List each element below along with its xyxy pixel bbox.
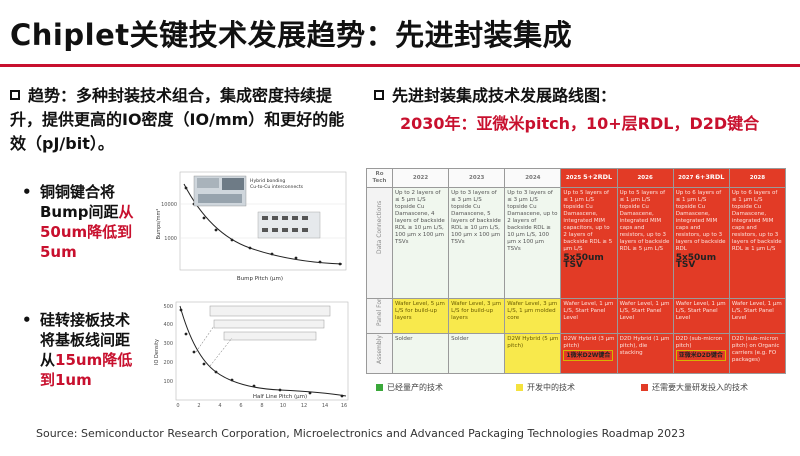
d2d-note: 亚微米D2D键合 xyxy=(675,349,726,361)
chart2-xtick-4: 8 xyxy=(260,403,263,409)
year-2026: 2026 xyxy=(616,167,674,189)
roadmap-cell: Wafer Level, 1 µm L/S, Start Panel Level xyxy=(728,298,787,334)
roadmap-cell: D2D (sub-micron pitch) 亚微米D2D键合 xyxy=(672,332,730,375)
roadmap-cell: Wafer Level, 1 µm L/S, Start Panel Level xyxy=(616,298,674,334)
roadmap-cell: Up to 6 layers of ≤ 1 µm L/S topside Cu … xyxy=(672,187,730,300)
year-2028: 2028 xyxy=(728,167,787,189)
bump-pitch-highlight: 从50um降低到5um xyxy=(40,203,134,261)
chart2-xtick-8: 16 xyxy=(341,403,347,409)
chart1-legend: Hybrid bonding Cu-to-Cu interconnects xyxy=(250,178,304,190)
legend-item-development: 开发中的技术 xyxy=(516,382,575,393)
trend-paragraph: 趋势：多种封装技术组合，集成密度持续提升，提供更高的IO密度（IO/mm）和更好… xyxy=(10,84,355,156)
roadmap-2030-goal: 2030年：亚微米pitch，10+层RDL，D2D键合 xyxy=(400,114,760,133)
line-pitch-highlight: 15um降低到1um xyxy=(40,351,133,389)
roadmap-cell: Wafer Level, 1 µm L/S, Start Panel Level xyxy=(560,298,618,334)
chart2-xtick-6: 12 xyxy=(301,403,307,409)
roadmap-cell: Up to 5 layers of ≤ 1 µm L/S topside Cu … xyxy=(560,187,618,300)
legend-item-production: 已经量产的技术 xyxy=(376,382,443,393)
chart1-ytick-1: 1000 xyxy=(164,236,177,242)
roadmap-table: Ro Tech 2022 2023 2024 2025 5+2RDL 2026 2… xyxy=(366,167,787,375)
year-2023: 2023 xyxy=(448,167,506,189)
chart2-ytick-3: 200 xyxy=(163,360,173,366)
roadmap-heading: 先进封装集成技术发展路线图： xyxy=(374,84,616,108)
roadmap-row-assembly: Assembly Solder Solder D2W Hybrid (5 µm … xyxy=(366,332,787,375)
hybrid-bonding-label: • 铜铜键合将Bump间距从50um降低到5um xyxy=(22,183,134,261)
chart1-ytick-0: 10000 xyxy=(161,202,177,208)
roadmap-cell: Solder xyxy=(448,332,506,375)
bullet-dot-icon: • xyxy=(22,183,32,201)
chart2-xtick-3: 6 xyxy=(239,403,242,409)
roadmap-cell: Up to 2 layers of ≤ 5 µm L/S topside Cu … xyxy=(391,187,450,300)
title-divider xyxy=(0,64,800,67)
chart2-xlabel: Half Line Pitch (µm) xyxy=(253,394,307,400)
row-label-panel-format: Panel Format xyxy=(366,298,393,334)
legend-swatch xyxy=(376,384,383,391)
year-2022: 2022 xyxy=(391,167,450,189)
roadmap-cell: Solder xyxy=(391,332,450,375)
row-label-assembly: Assembly xyxy=(366,332,393,375)
roadmap-cell: Wafer Level, 1 µm L/S, Start Panel Level xyxy=(672,298,730,334)
tsv-note-2027: 5x50um TSV xyxy=(675,253,717,271)
legend-swatch xyxy=(641,384,648,391)
chart1-xlabel: Bump Pitch (µm) xyxy=(237,276,283,282)
chart2-ylabel: IO Density xyxy=(154,339,160,365)
trend-text: 趋势：多种封装技术组合，集成密度持续提升，提供更高的IO密度（IO/mm）和更好… xyxy=(10,86,345,153)
chart2-xtick-1: 2 xyxy=(197,403,200,409)
roadmap-cell: Up to 6 layers of ≤ 1 µm L/S topside Cu … xyxy=(728,187,787,300)
chart2-ytick-1: 400 xyxy=(163,322,173,328)
chart1-ylabel: Bumps/mm² xyxy=(156,209,162,240)
d2w-note: 1微米D2W键合 xyxy=(563,349,614,361)
bullet-dot-icon: • xyxy=(22,311,32,329)
chart2-ytick-0: 500 xyxy=(163,304,173,310)
chart2-ytick-4: 100 xyxy=(163,379,173,385)
square-bullet-icon xyxy=(10,90,20,100)
chart2-xtick-2: 4 xyxy=(218,403,221,409)
year-2024: 2024 xyxy=(504,167,562,189)
roadmap-cell: D2D (sub-micron pitch) on Organic carrie… xyxy=(728,332,787,375)
line-pitch-chart: 500 400 300 200 100 0 2 4 6 8 10 12 14 1… xyxy=(150,296,354,416)
roadmap-row-data-connections: Data Connections Up to 2 layers of ≤ 5 µ… xyxy=(366,187,787,300)
roadmap-corner: Ro Tech xyxy=(366,167,393,189)
chart2-xtick-0: 0 xyxy=(176,403,179,409)
roadmap-cell: Wafer Level, 3 µm L/S, 1 µm molded core xyxy=(504,298,562,334)
chart2-xtick-7: 14 xyxy=(322,403,328,409)
legend-swatch xyxy=(516,384,523,391)
roadmap-cell: Up to 3 layers of ≤ 3 µm L/S topside Cu … xyxy=(448,187,506,300)
roadmap-cell: D2D Hybrid (1 µm pitch), die stacking xyxy=(616,332,674,375)
roadmap-header-row: Ro Tech 2022 2023 2024 2025 5+2RDL 2026 2… xyxy=(366,167,787,189)
legend-item-research: 还需要大量研发投入的技术 xyxy=(641,382,748,393)
roadmap-cell: Wafer Level, 3 µm L/S for build-up layer… xyxy=(448,298,506,334)
square-bullet-icon xyxy=(374,90,384,100)
bump-pitch-chart: 10000 1000 Hybrid bonding Cu-to-Cu interc… xyxy=(150,164,354,286)
row-label-data-connections: Data Connections xyxy=(366,187,393,300)
roadmap-cell: D2W Hybrid (5 µm pitch) xyxy=(504,332,562,375)
roadmap-legend: 已经量产的技术 开发中的技术 还需要大量研发投入的技术 xyxy=(366,378,786,396)
source-citation: Source: Semiconductor Research Corporati… xyxy=(36,427,686,440)
tsv-note-2025: 5x50um TSV xyxy=(563,253,604,271)
title-bar: Chiplet关键技术发展趋势：先进封装集成 xyxy=(0,0,800,64)
roadmap-row-panel-format: Panel Format Wafer Level, 5 µm L/S for b… xyxy=(366,298,787,334)
interposer-label: • 硅转接板技术将基板线间距从15um降低到1um xyxy=(22,311,133,389)
roadmap-cell: Wafer Level, 5 µm L/S for build-up layer… xyxy=(391,298,450,334)
roadmap-cell: Up to 3 layers of ≤ 3 µm L/S topside Cu … xyxy=(504,187,562,300)
year-2027: 2027 6+3RDL xyxy=(672,167,730,189)
chart2-xtick-5: 10 xyxy=(280,403,286,409)
page-title: Chiplet关键技术发展趋势：先进封装集成 xyxy=(10,18,573,52)
year-2025: 2025 5+2RDL xyxy=(560,167,618,189)
roadmap-cell: Up to 5 layers of ≤ 1 µm L/S topside Cu … xyxy=(616,187,674,300)
roadmap-cell: D2W Hybrid (3 µm pitch) 1微米D2W键合 xyxy=(560,332,618,375)
chart2-ytick-2: 300 xyxy=(163,341,173,347)
